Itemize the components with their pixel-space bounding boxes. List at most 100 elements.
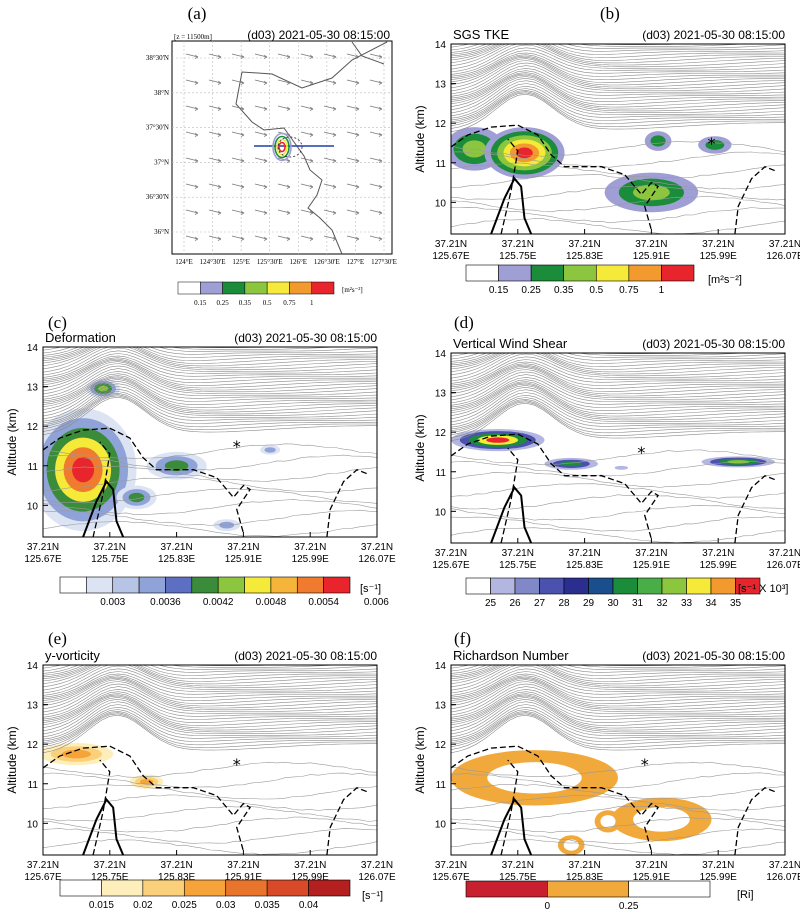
map-header-right: (d03) 2021-05-30 08:15:00 xyxy=(247,28,390,42)
x-tick-label-lat: 37.21N xyxy=(27,860,59,871)
data-region xyxy=(487,762,582,794)
colorbar-swatch xyxy=(323,576,351,594)
wind-arrow xyxy=(208,105,222,110)
y-tick-label: 10 xyxy=(435,819,447,830)
isentrope-line xyxy=(43,665,377,679)
x-tick-label-lat: 37.21N xyxy=(568,548,600,559)
wind-arrow xyxy=(208,157,222,162)
isentrope-line xyxy=(43,693,377,723)
wind-arrowhead xyxy=(194,210,199,215)
cloud-boundary xyxy=(326,786,368,855)
wind-arrow xyxy=(254,235,268,240)
isentrope-line xyxy=(451,698,785,735)
wind-arrowhead xyxy=(378,236,383,241)
y-axis-label: Altitude (km) xyxy=(413,414,427,481)
colorbar-swatch xyxy=(686,577,712,595)
wind-arrowhead xyxy=(355,54,360,59)
wind-arrowhead xyxy=(378,210,383,215)
isentrope-line xyxy=(451,697,785,732)
wind-arrowhead xyxy=(263,132,268,137)
wind-arrowhead xyxy=(194,158,199,163)
wind-arrowhead xyxy=(286,158,291,163)
isentrope-line xyxy=(43,673,377,700)
x-tick-label-lon: 125.99E xyxy=(700,872,738,883)
wind-arrowhead xyxy=(263,184,268,189)
colorbar-tick-label: 30 xyxy=(607,598,619,609)
isentrope-line xyxy=(43,676,377,704)
cloud-boundary xyxy=(500,447,519,543)
isentrope-line xyxy=(43,630,377,649)
wind-arrowhead xyxy=(332,106,337,111)
isentrope-line xyxy=(43,665,377,682)
wind-arrowhead xyxy=(286,54,291,59)
isentrope-line xyxy=(43,712,377,748)
isentrope-line xyxy=(43,710,377,745)
isentrope-line xyxy=(451,527,785,543)
isentrope-line xyxy=(451,693,785,723)
colorbar-swatch xyxy=(735,577,761,595)
isentrope-line xyxy=(43,380,377,417)
wind-arrowhead xyxy=(378,184,383,189)
isentrope-line xyxy=(451,704,785,740)
isentrope-line xyxy=(451,626,785,643)
colorbar-swatch xyxy=(177,281,201,295)
wind-arrowhead xyxy=(263,106,268,111)
data-region xyxy=(614,465,629,470)
colorbar-swatch xyxy=(661,264,695,282)
isentrope-line xyxy=(43,373,377,404)
isentrope-line xyxy=(43,695,377,728)
wind-arrowhead xyxy=(194,236,199,241)
colorbar-tick-label: 0.006 xyxy=(364,597,389,608)
isentrope-line xyxy=(451,382,785,414)
isentrope-line xyxy=(43,681,377,713)
colorbar-tick-label: 0.003 xyxy=(100,597,125,608)
wind-arrow xyxy=(300,157,314,162)
wind-arrowhead xyxy=(332,158,337,163)
wind-arrowhead xyxy=(378,54,383,59)
wind-arrowhead xyxy=(240,236,245,241)
updraft-contour xyxy=(490,485,533,543)
wind-arrowhead xyxy=(240,80,245,85)
isentrope-line xyxy=(451,44,785,61)
x-tick-label-lon: 126.07E xyxy=(766,560,800,571)
y-tick-label: 12 xyxy=(435,119,447,130)
wind-arrow xyxy=(300,105,314,110)
x-tick-label-lon: 125.91E xyxy=(633,251,671,262)
isentrope-line xyxy=(451,665,688,672)
updraft-contour xyxy=(490,176,533,234)
y-axis-label: Altitude (km) xyxy=(5,726,19,793)
wind-arrowhead xyxy=(240,184,245,189)
colorbar-swatch xyxy=(563,264,597,282)
isentrope-line xyxy=(43,371,377,402)
isentrope-line xyxy=(43,395,377,432)
isentrope-line xyxy=(451,628,785,646)
isentrope-line xyxy=(451,44,785,57)
isentrope-line xyxy=(43,347,377,364)
x-tick-label-lon: 125.67E xyxy=(432,560,470,571)
colorbar-swatch xyxy=(112,576,140,594)
wind-arrow xyxy=(208,131,222,136)
plot-frame xyxy=(42,346,378,538)
wind-arrow xyxy=(346,105,360,110)
colorbar-swatch xyxy=(547,880,629,898)
wind-arrow xyxy=(323,235,337,240)
isentrope-line xyxy=(451,494,785,510)
map-frame xyxy=(171,40,393,255)
wind-arrowhead xyxy=(194,54,199,59)
colorbar-tick-label: 26 xyxy=(509,598,521,609)
wind-arrowhead xyxy=(332,132,337,137)
colorbar-tick-label: 0.25 xyxy=(521,285,541,296)
isentrope-line xyxy=(43,694,377,726)
x-tick-label-lon: 125.91E xyxy=(633,872,671,883)
colorbar-swatch xyxy=(595,264,630,282)
lat-tick-label: 38°N xyxy=(154,89,169,97)
panel-e: (e)y-vorticity (d03) 2021-05-30 08:15:00 *… xyxy=(5,629,396,911)
panel-label: (f) xyxy=(454,629,471,648)
storm-contour xyxy=(272,132,292,162)
colorbar-swatch xyxy=(465,577,491,595)
wind-arrow xyxy=(231,79,245,84)
colorbar-tick-label: 0.5 xyxy=(589,285,603,296)
isentrope-line xyxy=(43,357,377,383)
wind-arrow xyxy=(185,157,199,162)
